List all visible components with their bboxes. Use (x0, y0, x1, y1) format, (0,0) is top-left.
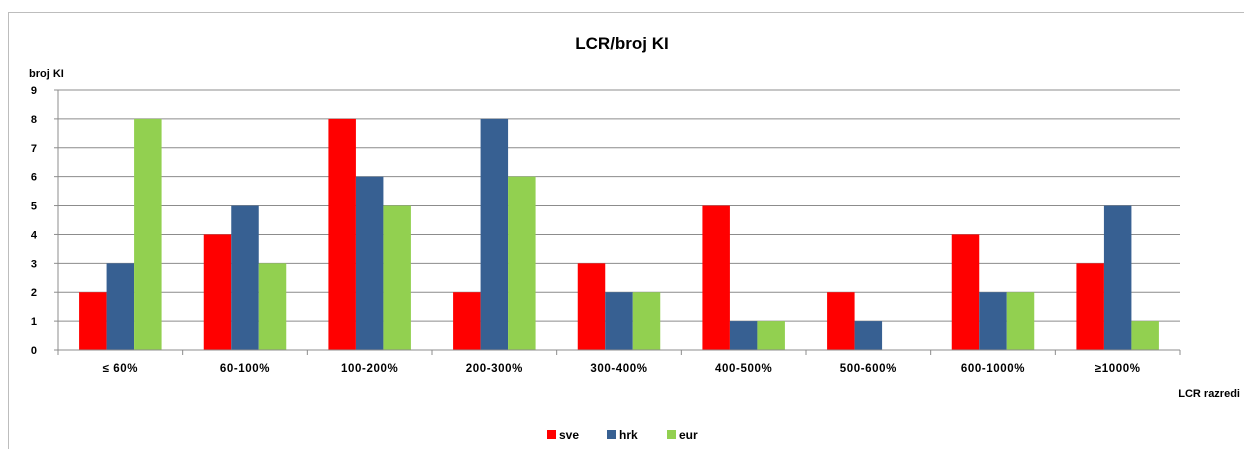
bar-eur (1131, 321, 1159, 350)
legend-swatch-hrk (607, 430, 616, 439)
bar-eur (383, 205, 411, 350)
x-tick-label: 500-600% (840, 363, 897, 375)
axes (57, 90, 1181, 355)
bar-sve (577, 263, 606, 350)
bar-hrk (729, 321, 758, 350)
y-tick-label: 2 (31, 287, 37, 299)
bar-eur (1006, 292, 1035, 350)
bar-hrk (231, 205, 259, 350)
bar-eur (632, 292, 661, 350)
bar-hrk (1103, 205, 1132, 350)
bar-sve (702, 205, 730, 350)
bar-sve (79, 292, 107, 350)
bar-sve (827, 292, 855, 350)
y-tick-label: 6 (31, 172, 37, 184)
legend: sve hrk eur (547, 428, 698, 442)
y-tick-label: 9 (31, 85, 37, 97)
x-tick-label: 300-400% (590, 363, 647, 375)
bar-hrk (355, 176, 384, 350)
x-tick-label: 100-200% (341, 363, 398, 375)
bar-sve (203, 234, 232, 350)
bar-eur (134, 118, 162, 350)
bar-hrk (480, 118, 509, 350)
x-tick-label: 400-500% (715, 363, 772, 375)
y-tick-label: 0 (31, 345, 37, 357)
bar-sve (951, 234, 980, 350)
bar-sve (1076, 263, 1104, 350)
x-tick-label: 600-1000% (961, 363, 1025, 375)
y-tick-label: 7 (31, 143, 37, 155)
x-tick-label: 60-100% (220, 363, 270, 375)
bar-hrk (106, 263, 135, 350)
chart-title: LCR/broj KI (575, 34, 669, 53)
bar-sve (328, 118, 356, 350)
x-tick-label: 200-300% (466, 363, 523, 375)
legend-label-eur: eur (679, 428, 698, 442)
x-axis-title: LCR razredi (1178, 388, 1240, 400)
bar-hrk (605, 292, 633, 350)
bar-hrk (854, 321, 883, 350)
y-tick-label: 1 (31, 316, 37, 328)
chart-frame (8, 12, 1244, 449)
y-tick-label: 3 (31, 258, 37, 270)
x-tick-label: ≥1000% (1095, 363, 1141, 375)
y-axis-title: broj KI (29, 68, 64, 80)
y-tick-label: 4 (31, 229, 38, 241)
bars (79, 118, 1159, 350)
legend-swatch-sve (547, 430, 556, 439)
bar-eur (757, 321, 785, 350)
y-tick-label: 5 (31, 201, 37, 213)
x-tick-labels: ≤ 60% 60-100% 100-200% 200-300% 300-400% 400-… (103, 363, 1141, 375)
bar-sve (453, 292, 481, 350)
bar-hrk (979, 292, 1007, 350)
y-tick-labels: 0 1 2 3 4 5 6 7 8 9 (31, 85, 58, 357)
y-tick-label: 8 (31, 114, 37, 126)
x-tick-label: ≤ 60% (103, 363, 139, 375)
legend-label-hrk: hrk (619, 428, 638, 442)
legend-label-sve: sve (559, 428, 579, 442)
legend-swatch-eur (667, 430, 676, 439)
bar-eur (258, 263, 287, 350)
bar-eur (508, 176, 536, 350)
